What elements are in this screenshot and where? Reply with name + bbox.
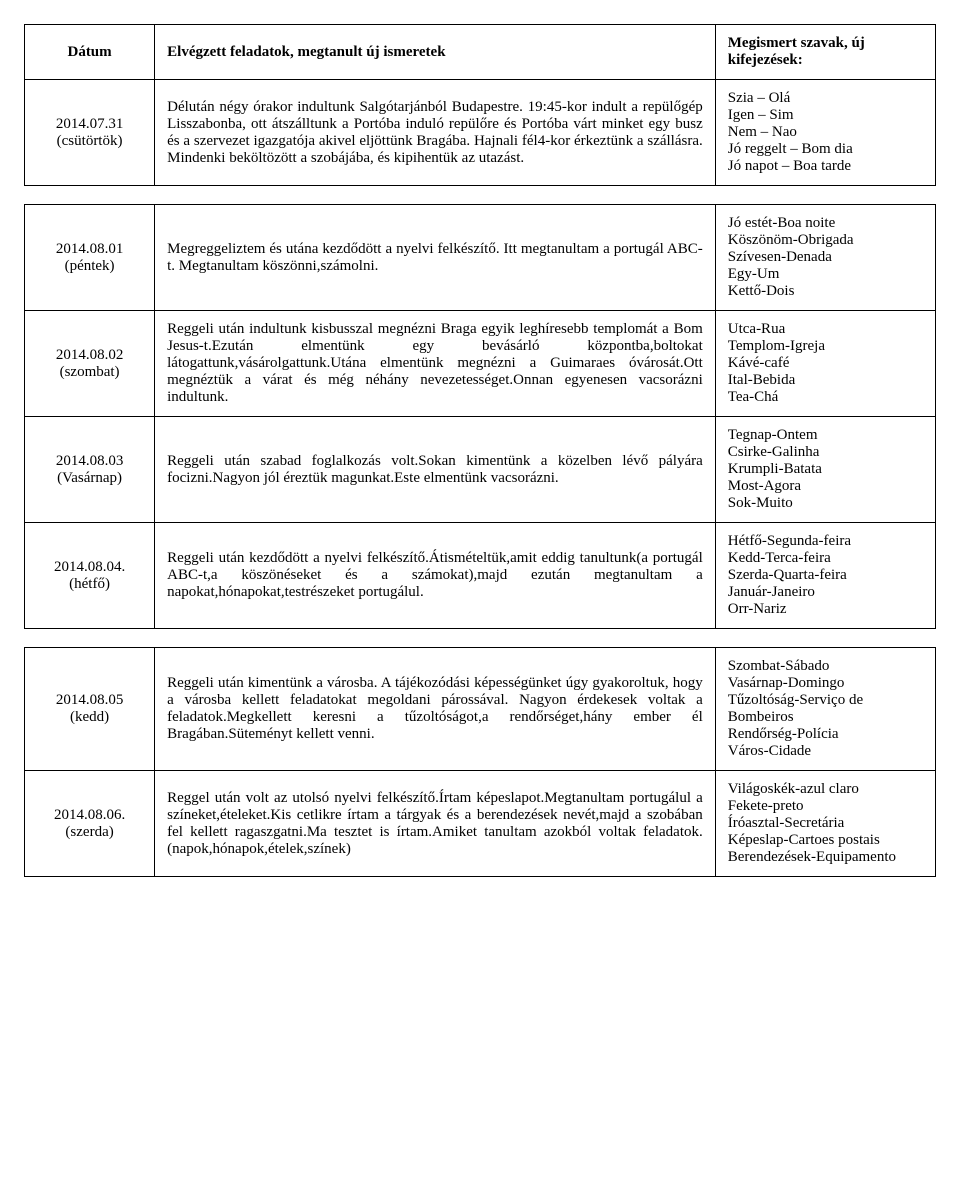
table-row: 2014.08.06.(szerda) Reggel után volt az … xyxy=(25,771,936,877)
cell-words: Világoskék-azul claroFekete-pretoÍróaszt… xyxy=(715,771,935,877)
cell-task: Délután négy órakor indultunk Salgótarjá… xyxy=(155,80,716,186)
table-row: 2014.08.05(kedd) Reggeli után kimentünk … xyxy=(25,648,936,771)
diary-table-1: Dátum Elvégzett feladatok, megtanult új … xyxy=(24,24,936,186)
cell-words: Hétfő-Segunda-feiraKedd-Terca-feiraSzerd… xyxy=(715,523,935,629)
table-row: 2014.07.31(csütörtök) Délután négy órako… xyxy=(25,80,936,186)
cell-words: Utca-RuaTemplom-IgrejaKávé-caféItal-Bebi… xyxy=(715,311,935,417)
header-row: Dátum Elvégzett feladatok, megtanult új … xyxy=(25,25,936,80)
cell-task: Reggeli után kimentünk a városba. A tájé… xyxy=(155,648,716,771)
cell-date: 2014.08.05(kedd) xyxy=(25,648,155,771)
cell-task: Reggeli után kezdődött a nyelvi felkészí… xyxy=(155,523,716,629)
cell-date: 2014.08.06.(szerda) xyxy=(25,771,155,877)
cell-date: 2014.07.31(csütörtök) xyxy=(25,80,155,186)
table-row: 2014.08.04.(hétfő) Reggeli után kezdődöt… xyxy=(25,523,936,629)
cell-date: 2014.08.03(Vasárnap) xyxy=(25,417,155,523)
header-date: Dátum xyxy=(25,25,155,80)
cell-words: Tegnap-OntemCsirke-GalinhaKrumpli-Batata… xyxy=(715,417,935,523)
diary-table-2: 2014.08.01(péntek) Megreggeliztem és utá… xyxy=(24,204,936,629)
cell-words: Szombat-SábadoVasárnap-DomingoTűzoltóság… xyxy=(715,648,935,771)
cell-date: 2014.08.04.(hétfő) xyxy=(25,523,155,629)
table-row: 2014.08.02(szombat) Reggeli után indultu… xyxy=(25,311,936,417)
cell-task: Reggel után volt az utolsó nyelvi felkés… xyxy=(155,771,716,877)
header-task: Elvégzett feladatok, megtanult új ismere… xyxy=(155,25,716,80)
cell-task: Megreggeliztem és utána kezdődött a nyel… xyxy=(155,205,716,311)
cell-date: 2014.08.02(szombat) xyxy=(25,311,155,417)
table-row: 2014.08.03(Vasárnap) Reggeli után szabad… xyxy=(25,417,936,523)
diary-table-3: 2014.08.05(kedd) Reggeli után kimentünk … xyxy=(24,647,936,877)
cell-words: Szia – OláIgen – SimNem – NaoJó reggelt … xyxy=(715,80,935,186)
cell-task: Reggeli után indultunk kisbusszal megnéz… xyxy=(155,311,716,417)
cell-words: Jó estét-Boa noiteKöszönöm-ObrigadaSzíve… xyxy=(715,205,935,311)
cell-date: 2014.08.01(péntek) xyxy=(25,205,155,311)
table-row: 2014.08.01(péntek) Megreggeliztem és utá… xyxy=(25,205,936,311)
header-words: Megismert szavak, új kifejezések: xyxy=(715,25,935,80)
cell-task: Reggeli után szabad foglalkozás volt.Sok… xyxy=(155,417,716,523)
